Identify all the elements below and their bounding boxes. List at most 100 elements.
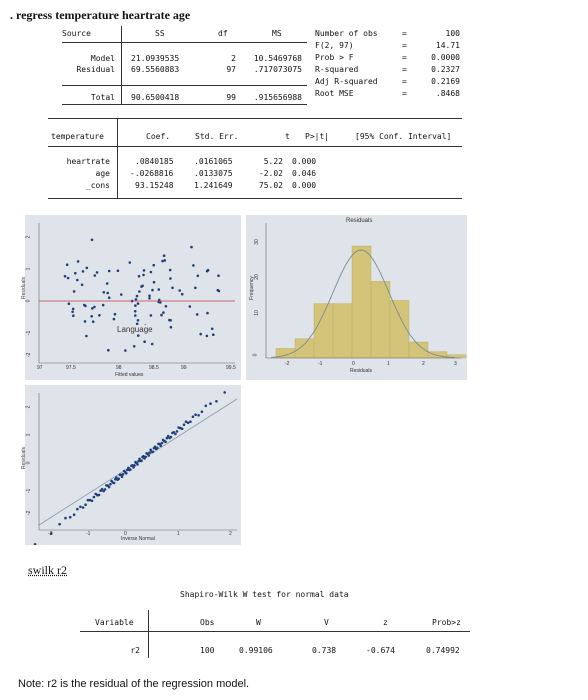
stat-value: 0.2327	[431, 65, 460, 74]
tick-label: -2	[26, 510, 33, 516]
qq-point	[191, 415, 195, 418]
stat-eq: =	[402, 41, 407, 50]
qq-point	[169, 435, 173, 439]
scatter-point	[205, 269, 209, 273]
qq-xlabel: Inverse Normal	[121, 536, 155, 542]
scatter-point	[152, 280, 156, 284]
scatter-point	[91, 307, 94, 310]
scatter-point	[136, 319, 140, 322]
qq-point	[151, 450, 155, 454]
qq-point	[97, 493, 101, 497]
scatter-point	[162, 311, 165, 314]
scatter-point	[93, 274, 97, 277]
tick-label: -2	[285, 361, 290, 367]
note-text: Note: r2 is the residual of the regressi…	[18, 678, 250, 690]
qq-point	[100, 487, 104, 491]
swilk-header: Obs	[200, 618, 215, 627]
qq-point	[182, 423, 186, 426]
scatter-point	[71, 310, 74, 314]
coef-row-t: 75.02	[258, 181, 283, 190]
scatter-point	[180, 292, 184, 296]
qq-point	[50, 532, 53, 535]
coef-row-se: .0133075	[194, 169, 233, 178]
tick-label: 98.5	[149, 365, 159, 371]
scatter-point	[168, 318, 171, 322]
tick-label: -2	[48, 531, 53, 537]
stat-label: Adj R-squared	[315, 77, 378, 86]
stat-eq: =	[402, 89, 407, 98]
tick-label: 0	[25, 461, 32, 465]
scatter-point	[148, 297, 151, 300]
tick-label: 2	[25, 405, 32, 409]
coef-row-se: .0161065	[194, 157, 233, 166]
qq-point	[153, 445, 157, 449]
qq-point	[189, 420, 192, 423]
qq-point	[90, 499, 94, 503]
qq-point	[197, 414, 200, 417]
coef-row-se: 1.241649	[194, 181, 233, 190]
scatter-point	[65, 263, 69, 266]
scatter-point	[157, 288, 161, 291]
qq-point	[140, 459, 143, 463]
tick-label: -2	[26, 352, 33, 358]
tick-label: 0	[25, 299, 32, 303]
tick-label: 98	[116, 365, 122, 371]
qq-point	[148, 451, 151, 454]
language-overlay-label: Language	[117, 325, 153, 334]
coef-row-var: age	[95, 169, 110, 178]
scatter-point	[159, 301, 162, 304]
anova-row-ss: 21.0939535	[131, 54, 180, 63]
tick-label: 0	[352, 361, 355, 367]
tick-label: 99.5	[226, 365, 236, 371]
scatter-point	[148, 294, 151, 298]
scatter-ylabel: Residuals	[20, 277, 27, 299]
scatter-point	[90, 238, 94, 242]
scatter-point	[194, 286, 197, 290]
swilk-z: -0.674	[366, 646, 395, 655]
scatter-point	[142, 269, 146, 272]
scatter-point	[120, 293, 123, 296]
scatter-point	[72, 314, 75, 317]
tick-label: 10	[253, 310, 260, 316]
regress-command: . regress temperature heartrate age	[10, 8, 191, 22]
scatter-point	[142, 273, 145, 277]
histogram-title: Residuals	[346, 218, 373, 224]
scatter-point	[195, 313, 199, 316]
qq-point	[159, 444, 162, 448]
anova-header-source: Source	[62, 29, 91, 38]
coef-row-t: -2.02	[258, 169, 283, 178]
scatter-point	[107, 296, 111, 299]
scatter-point	[206, 311, 209, 315]
scatter-point	[105, 282, 109, 285]
tick-label: 1	[177, 531, 180, 537]
scatter-point	[102, 291, 106, 294]
tick-label: -1	[86, 531, 91, 537]
tick-label: 1	[387, 361, 390, 367]
scatter-point	[164, 305, 168, 308]
swilk-header: Prob>z	[432, 618, 461, 627]
scatter-point	[169, 277, 172, 280]
scatter-point	[107, 269, 111, 273]
tick-label: 30	[253, 239, 260, 245]
stat-value: 0.2169	[431, 77, 460, 86]
scatter-point	[178, 289, 181, 292]
coef-row-coef: 93.15248	[135, 181, 174, 190]
stat-eq: =	[402, 65, 407, 74]
qq-point	[125, 472, 128, 475]
scatter-point	[151, 288, 154, 292]
scatter-point	[210, 327, 214, 331]
qq-point	[156, 446, 159, 450]
swilk-header: Variable	[95, 618, 134, 627]
scatter-point	[152, 263, 155, 267]
qq-point	[204, 404, 208, 408]
tick-label: 2	[229, 531, 232, 537]
stat-value: 0.0000	[431, 53, 460, 62]
histogram-bar	[370, 280, 391, 359]
scatter-point	[196, 274, 200, 278]
scatter-point	[150, 342, 154, 346]
qq-point	[200, 410, 204, 413]
histogram-bar	[313, 303, 334, 359]
swilk-header: V	[324, 618, 329, 627]
scatter-point	[76, 278, 79, 282]
qq-point	[131, 464, 134, 467]
